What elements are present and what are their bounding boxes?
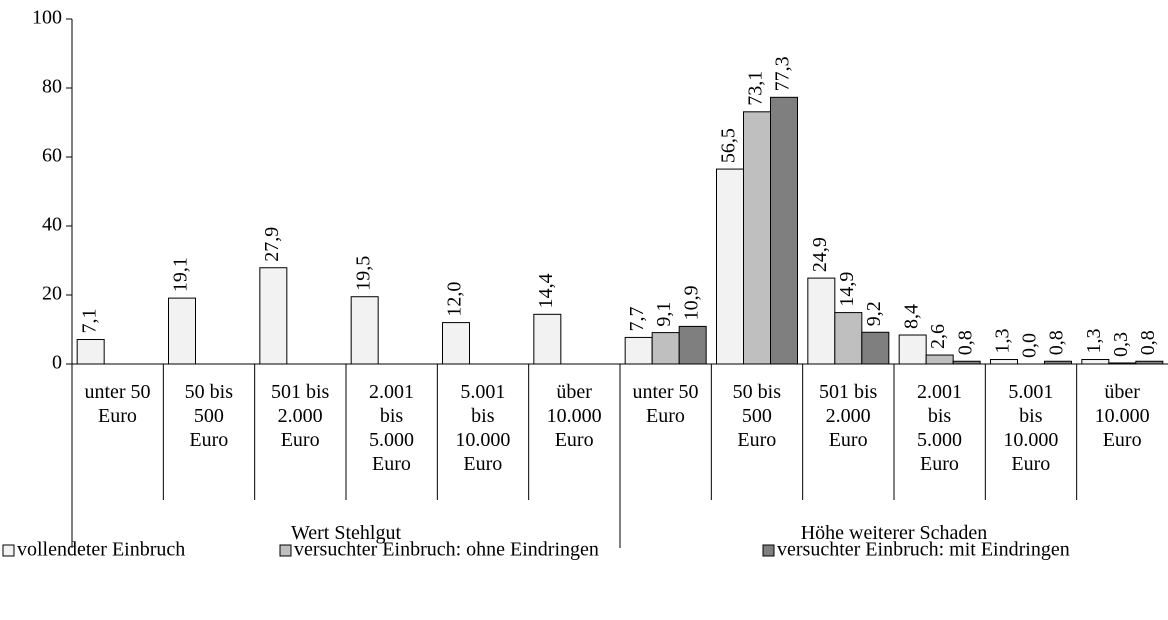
bar xyxy=(442,322,470,365)
value-label: 19,5 xyxy=(352,256,374,291)
legend-label: versuchter Einbruch: ohne Eindringen xyxy=(294,539,599,561)
bar xyxy=(952,360,981,365)
x-tick-label: 501 bis 2.000 Euro xyxy=(818,381,878,451)
x-tick-label: 50 bis 500 Euro xyxy=(184,381,233,451)
value-label: 0,8 xyxy=(1046,330,1068,355)
bar xyxy=(651,332,680,365)
x-tick-label: 2.001 bis 5.000 Euro xyxy=(369,381,414,475)
value-label: 19,1 xyxy=(170,257,192,292)
value-label: 24,9 xyxy=(809,237,831,272)
value-label: 73,1 xyxy=(745,71,767,106)
value-label: 27,9 xyxy=(261,227,283,262)
y-tick-label: 0 xyxy=(52,352,62,374)
bar xyxy=(259,267,288,365)
legend-label: vollendeter Einbruch xyxy=(17,539,185,561)
value-label: 10,9 xyxy=(680,285,702,320)
bar xyxy=(1044,360,1072,365)
value-label: 8,4 xyxy=(900,304,922,329)
bar xyxy=(624,336,653,365)
bar xyxy=(770,96,798,365)
bar xyxy=(168,297,196,365)
group-label: Wert Stehlgut xyxy=(290,522,402,544)
x-tick-label: 2.001 bis 5.000 Euro xyxy=(917,381,962,475)
value-label: 0,8 xyxy=(1137,330,1159,355)
value-label: 0,3 xyxy=(1110,332,1132,357)
x-tick-label: 5.001 bis 10.000 Euro xyxy=(1003,381,1059,475)
bar xyxy=(990,359,1018,365)
bar xyxy=(1081,359,1110,365)
x-tick-label: unter 50 Euro xyxy=(84,381,151,427)
bar xyxy=(350,296,379,365)
x-tick-label: über 10.000 Euro xyxy=(546,381,602,451)
bar xyxy=(925,354,954,365)
x-tick-label: über 10.000 Euro xyxy=(1094,381,1150,451)
bar xyxy=(1135,360,1164,365)
value-label: 2,6 xyxy=(927,324,949,349)
value-label: 9,1 xyxy=(653,302,675,327)
bar xyxy=(807,277,836,365)
bar xyxy=(76,339,105,365)
x-tick-label: unter 50 Euro xyxy=(632,381,699,427)
bar xyxy=(1108,362,1137,365)
value-label: 1,3 xyxy=(1083,329,1105,354)
bar xyxy=(678,325,707,365)
legend-swatch xyxy=(762,544,775,557)
bar xyxy=(533,313,562,365)
bar xyxy=(861,331,890,365)
group-label: Höhe weiterer Schaden xyxy=(800,522,988,544)
x-tick-label: 501 bis 2.000 Euro xyxy=(270,381,330,451)
y-tick-label: 80 xyxy=(42,76,62,98)
legend-swatch xyxy=(279,544,292,557)
y-tick-label: 40 xyxy=(42,214,62,236)
legend-swatch xyxy=(2,544,15,557)
x-tick-label: 50 bis 500 Euro xyxy=(732,381,781,451)
value-label: 12,0 xyxy=(444,282,466,317)
bar xyxy=(743,111,771,365)
value-label: 9,2 xyxy=(863,301,885,326)
value-label: 0,0 xyxy=(1019,333,1041,358)
y-tick-label: 60 xyxy=(42,145,62,167)
value-label: 7,1 xyxy=(78,309,100,334)
y-tick-label: 100 xyxy=(32,7,62,29)
bar xyxy=(898,334,927,365)
value-label: 77,3 xyxy=(772,56,794,91)
value-label: 1,3 xyxy=(992,329,1014,354)
value-label: 7,7 xyxy=(626,306,648,331)
value-label: 0,8 xyxy=(954,330,976,355)
value-label: 14,4 xyxy=(535,273,557,308)
value-label: 14,9 xyxy=(836,272,858,307)
y-tick-label: 20 xyxy=(42,283,62,305)
legend-label: versuchter Einbruch: mit Eindringen xyxy=(777,539,1070,561)
bar xyxy=(716,168,744,365)
x-tick-label: 5.001 bis 10.000 Euro xyxy=(455,381,511,475)
value-label: 56,5 xyxy=(718,128,740,163)
bar xyxy=(834,312,863,365)
